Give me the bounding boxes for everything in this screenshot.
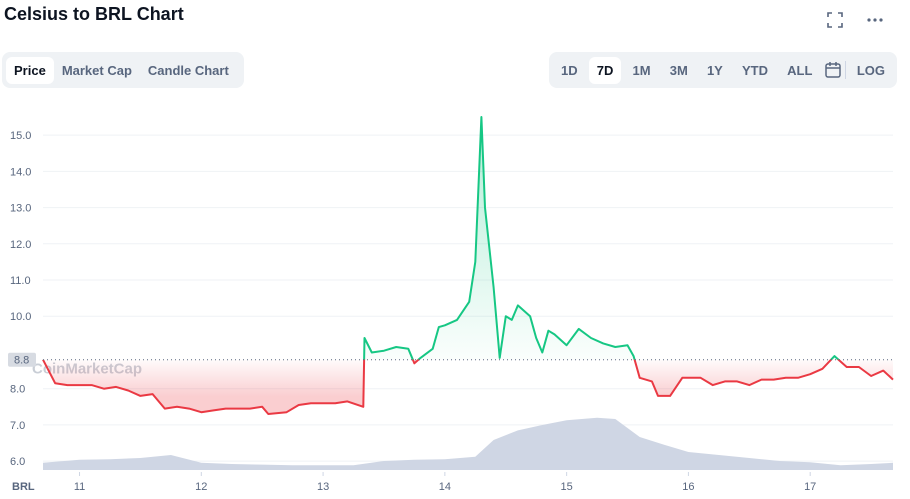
y-tick-label: 8.0 bbox=[10, 384, 25, 396]
title: Celsius to BRL Chart bbox=[4, 4, 184, 24]
y-tick-label: 6.0 bbox=[10, 456, 25, 468]
range-button[interactable]: 3M bbox=[669, 62, 688, 78]
price-line bbox=[42, 116, 894, 415]
more-icon[interactable] bbox=[866, 11, 884, 29]
price-area bbox=[43, 117, 893, 414]
range-button[interactable]: 1D bbox=[561, 62, 578, 78]
fullscreen-icon[interactable] bbox=[826, 11, 844, 29]
baseline-badge bbox=[8, 352, 36, 367]
volume-area bbox=[43, 417, 893, 470]
y-tick-label: 12.0 bbox=[10, 239, 31, 251]
x-tick-label: 13 bbox=[317, 481, 329, 493]
y-tick-label: 11.0 bbox=[10, 275, 31, 287]
x-axis-label: BRL bbox=[12, 481, 35, 493]
range-button[interactable]: ALL bbox=[787, 62, 813, 78]
x-tick-label: 12 bbox=[195, 481, 207, 493]
range-button[interactable]: 1Y bbox=[706, 62, 723, 78]
x-tick-label: 14 bbox=[439, 481, 451, 493]
x-tick-label: 17 bbox=[804, 481, 816, 493]
log-button[interactable]: LOG bbox=[856, 62, 885, 78]
tab[interactable]: Candle Chart bbox=[147, 62, 229, 78]
tab[interactable]: Price bbox=[6, 56, 54, 84]
x-tick-label: 11 bbox=[74, 481, 85, 493]
range-group: 1D 7D 1M 3M 1Y YTD ALL LOG bbox=[549, 52, 897, 88]
x-tick-label: 16 bbox=[682, 481, 694, 493]
range-button[interactable]: 7D bbox=[588, 56, 622, 84]
tab-group: Price Market Cap Candle Chart bbox=[2, 52, 244, 88]
baseline-label: 8.8 bbox=[14, 355, 29, 367]
tab[interactable]: Market Cap bbox=[61, 62, 132, 78]
y-tick-label: 15.0 bbox=[10, 130, 31, 142]
y-tick-label: 7.0 bbox=[10, 420, 25, 432]
y-tick-label: 14.0 bbox=[10, 166, 31, 178]
y-tick-label: 13.0 bbox=[10, 203, 31, 215]
y-tick-label: 10.0 bbox=[10, 311, 31, 323]
range-button[interactable]: YTD bbox=[741, 62, 768, 78]
range-button[interactable]: 1M bbox=[632, 62, 651, 78]
x-tick-label: 15 bbox=[561, 481, 573, 493]
calendar-icon[interactable] bbox=[824, 61, 842, 79]
separator bbox=[844, 61, 846, 79]
